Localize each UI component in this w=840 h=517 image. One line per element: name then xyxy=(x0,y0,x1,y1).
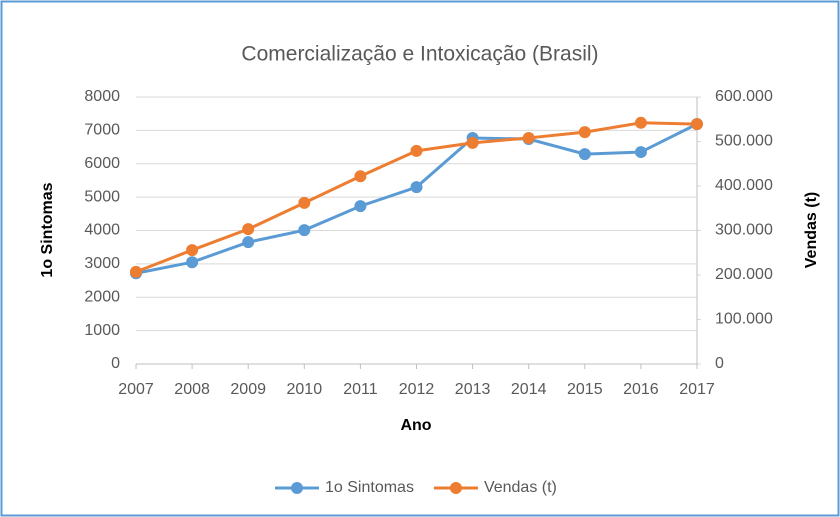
x-tick-label: 2009 xyxy=(230,381,266,398)
y-tick-label: 1000 xyxy=(84,322,120,339)
x-tick-label: 2010 xyxy=(287,381,323,398)
point xyxy=(466,136,479,149)
point xyxy=(634,116,647,129)
point xyxy=(522,131,535,144)
point xyxy=(186,244,199,257)
point xyxy=(578,148,591,161)
legend-label: 1o Sintomas xyxy=(325,479,414,496)
point xyxy=(410,181,423,194)
y2-tick-label: 400.000 xyxy=(715,177,773,194)
legend-label: Vendas (t) xyxy=(484,479,557,496)
y-tick-label: 8000 xyxy=(84,88,120,105)
x-tick-label: 2007 xyxy=(118,381,154,398)
y2-tick-label: 300.000 xyxy=(715,222,773,239)
y-tick-label: 4000 xyxy=(84,222,120,239)
point xyxy=(298,196,311,209)
x-tick-label: 2013 xyxy=(455,381,491,398)
point xyxy=(298,224,311,237)
y2-tick-label: 600.000 xyxy=(715,88,773,105)
point xyxy=(242,236,255,249)
chart-title: Comercialização e Intoxicação (Brasil) xyxy=(241,43,598,66)
y2-tick-label: 200.000 xyxy=(715,266,773,283)
y-tick-label: 6000 xyxy=(84,155,120,172)
point xyxy=(186,256,199,269)
point xyxy=(354,170,367,183)
point xyxy=(242,223,255,236)
point xyxy=(691,118,703,131)
legend-marker xyxy=(291,482,303,494)
y2-tick-label: 500.000 xyxy=(715,133,773,150)
x-tick-label: 2015 xyxy=(567,381,603,398)
x-tick-label: 2014 xyxy=(511,381,547,398)
y2-tick-label: 0 xyxy=(715,355,724,372)
y2-tick-label: 100.000 xyxy=(715,311,773,328)
x-tick-label: 2008 xyxy=(174,381,210,398)
point xyxy=(130,265,142,278)
x-tick-label: 2012 xyxy=(399,381,435,398)
x-tick-label: 2017 xyxy=(679,381,715,398)
point xyxy=(578,126,591,139)
y-tick-label: 3000 xyxy=(84,255,120,272)
point xyxy=(410,144,423,157)
point xyxy=(354,200,367,213)
y-tick-label: 2000 xyxy=(84,288,120,305)
y-tick-label: 0 xyxy=(111,355,120,372)
y-tick-label: 5000 xyxy=(84,188,120,205)
point xyxy=(634,146,647,159)
y-axis-title: 1o Sintomas xyxy=(39,182,56,277)
legend-marker xyxy=(449,482,462,494)
y2-axis-title: Vendas (t) xyxy=(803,192,820,268)
x-axis-title: Ano xyxy=(400,417,431,434)
x-tick-label: 2011 xyxy=(343,381,378,398)
y-tick-label: 7000 xyxy=(84,122,120,139)
x-tick-label: 2016 xyxy=(623,381,659,398)
